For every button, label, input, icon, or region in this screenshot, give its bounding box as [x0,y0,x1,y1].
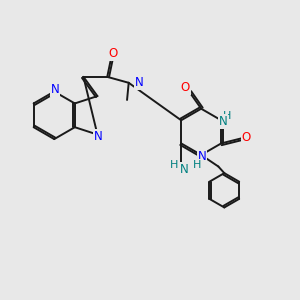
Text: H: H [223,111,231,121]
Text: O: O [108,47,117,60]
Text: O: O [180,81,190,94]
Text: O: O [242,130,251,144]
Text: N: N [94,130,103,143]
Text: N: N [180,163,189,176]
Text: N: N [218,115,227,128]
Text: N: N [135,76,143,89]
Text: H: H [193,160,201,170]
Text: N: N [50,83,59,96]
Text: N: N [197,150,206,163]
Text: H: H [169,160,178,170]
